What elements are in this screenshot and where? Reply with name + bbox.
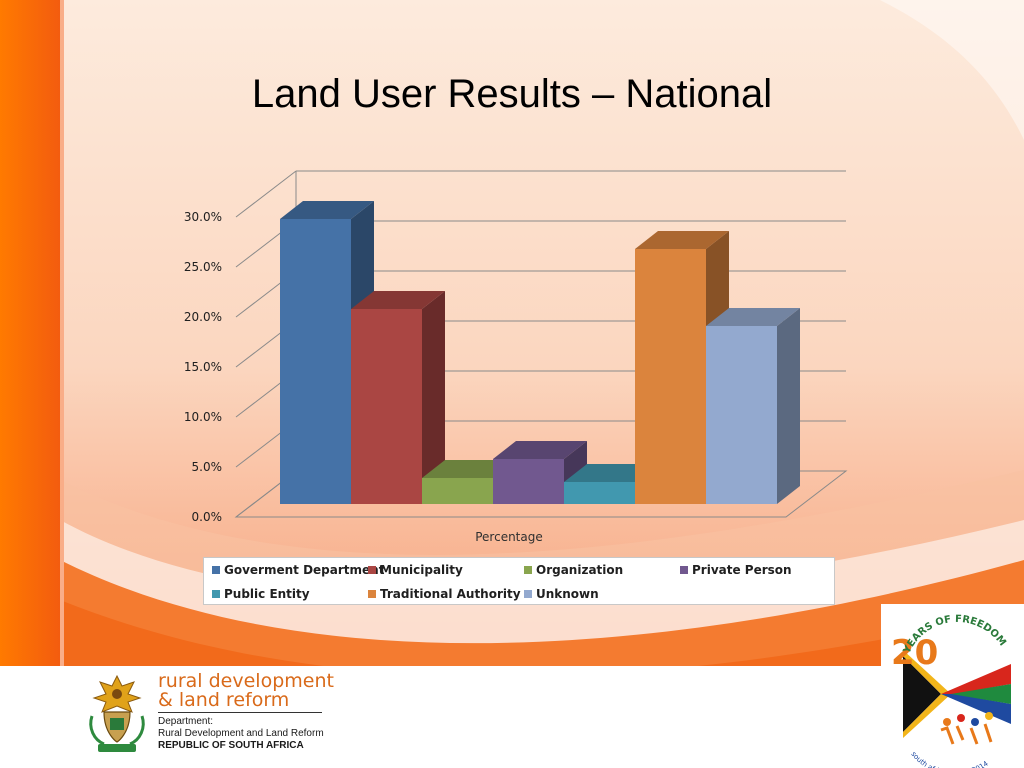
legend-swatch [368, 590, 376, 598]
twenty-years-freedom-logo: 20 YEARS OF FREEDOM south africa 1994 - … [881, 604, 1024, 768]
legend-label: Organization [536, 563, 624, 577]
slide-title: Land User Results – National [251, 72, 773, 116]
legend-label: Public Entity [224, 587, 310, 601]
chart-x-label: Percentage [475, 530, 543, 544]
legend-label: Traditional Authority [380, 587, 521, 601]
legend-item: Municipality [368, 562, 463, 578]
department-name: Rural Development and Land Reform [158, 728, 324, 739]
bar-top [351, 291, 445, 309]
bar-front [706, 326, 777, 504]
y-tick-label: 20.0% [184, 310, 222, 324]
bar-front [493, 459, 564, 504]
footer [0, 666, 1024, 768]
freedom-logo-icon: 20 YEARS OF FREEDOM south africa 1994 - … [891, 614, 1017, 768]
department-divider [158, 712, 322, 713]
chart-bars [280, 201, 800, 504]
bar-top [422, 460, 516, 478]
legend-item: Public Entity [212, 586, 310, 602]
legend-label: Goverment Department [224, 563, 385, 577]
y-tick-label: 10.0% [184, 410, 222, 424]
bar-front [635, 249, 706, 504]
y-tick-label: 0.0% [192, 510, 223, 524]
legend-swatch [212, 566, 220, 574]
bar-top [280, 201, 374, 219]
department-title: rural development & land reform [158, 672, 334, 710]
logo-number: 20 [891, 633, 938, 673]
bar-side [422, 291, 445, 504]
department-title-line1: rural development [158, 670, 334, 692]
legend-label: Unknown [536, 587, 599, 601]
bar-front [422, 478, 493, 504]
department-subtitle: Department: Rural Development and Land R… [158, 716, 324, 752]
chart-legend: Goverment Department Municipality Organiza… [203, 557, 835, 605]
legend-item: Traditional Authority [368, 586, 521, 602]
bar-top [706, 308, 800, 326]
coat-of-arms-icon [89, 674, 145, 752]
department-title-line2: & land reform [158, 689, 290, 711]
legend-item: Organization [524, 562, 623, 578]
bar-top [564, 464, 658, 482]
legend-item: Private Person [680, 562, 792, 578]
legend-item: Unknown [524, 586, 599, 602]
bar-municipality [351, 291, 445, 504]
department-label: Department: [158, 716, 214, 727]
y-tick-label: 5.0% [192, 460, 223, 474]
country-name: REPUBLIC OF SOUTH AFRICA [158, 740, 304, 751]
bar-front [280, 219, 351, 504]
legend-label: Private Person [692, 563, 792, 577]
legend-label: Municipality [380, 563, 463, 577]
bar-unknown [706, 308, 800, 504]
chart-y-ticks: 0.0% 5.0% 10.0% 15.0% 20.0% 25.0% 30.0% [184, 210, 222, 524]
y-tick-label: 15.0% [184, 360, 222, 374]
bar-front [351, 309, 422, 504]
chart-floor [234, 470, 848, 518]
legend-swatch [524, 590, 532, 598]
legend-swatch [212, 590, 220, 598]
gridline-diagonal [235, 170, 297, 218]
bar-front [564, 482, 635, 504]
bar-top [635, 231, 729, 249]
y-tick-label: 30.0% [184, 210, 222, 224]
legend-swatch [368, 566, 376, 574]
legend-item: Goverment Department [212, 562, 384, 578]
legend-swatch [524, 566, 532, 574]
bar-side [777, 308, 800, 504]
legend-swatch [680, 566, 688, 574]
y-tick-label: 25.0% [184, 260, 222, 274]
bar-top [493, 441, 587, 459]
